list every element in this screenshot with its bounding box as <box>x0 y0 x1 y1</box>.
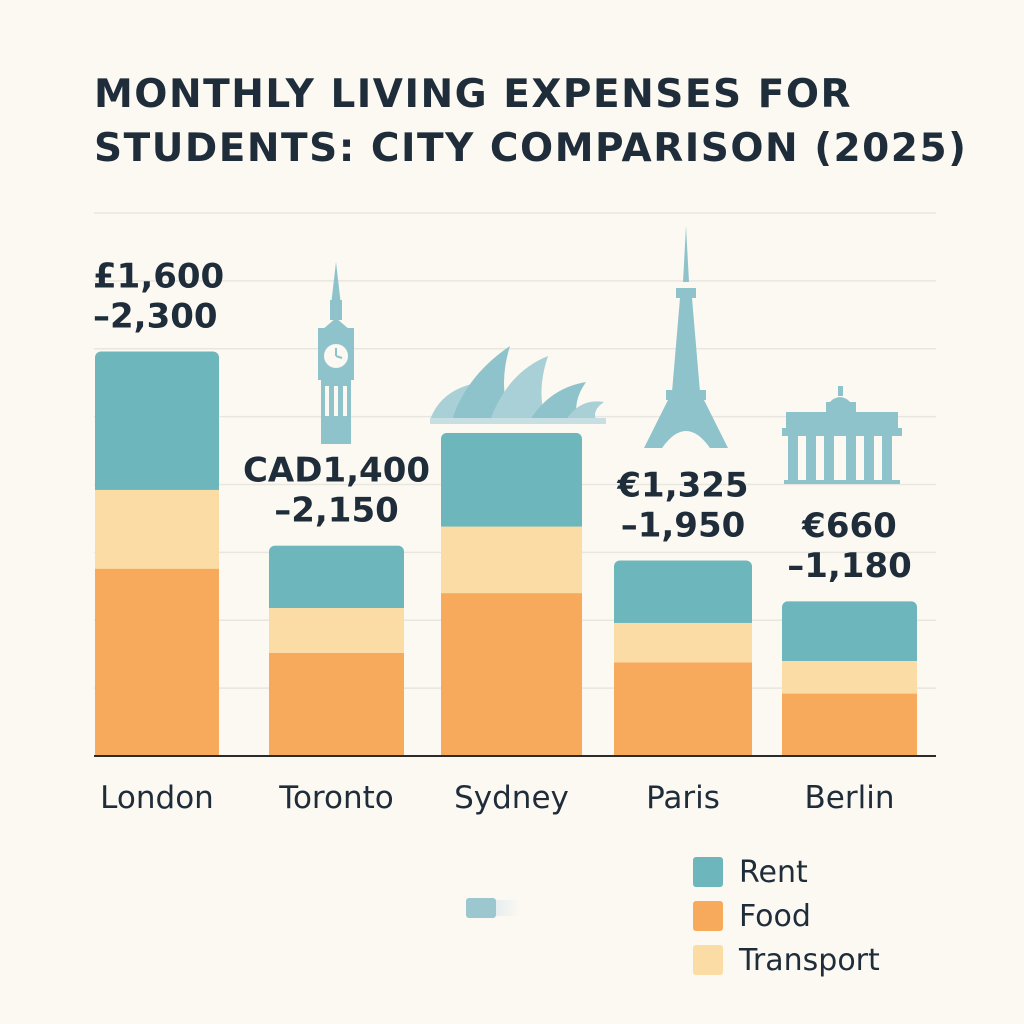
legend-swatch-food <box>693 901 723 931</box>
bar-toronto-food <box>269 652 404 756</box>
legend-label-transport: Transport <box>739 942 880 978</box>
bar-paris-food <box>614 662 752 756</box>
tick-label-berlin: Berlin <box>805 780 895 816</box>
brandenburg-gate-icon <box>782 386 902 484</box>
bar-sydney-rent <box>441 432 582 527</box>
bar-toronto-transport <box>269 608 404 653</box>
legend-item-transport: Transport <box>693 938 880 982</box>
bar-paris-transport <box>614 622 752 663</box>
big-ben-icon <box>318 262 354 444</box>
data-label-toronto-line-2: –2,150 <box>274 491 399 531</box>
data-label-paris-line-2: –1,950 <box>621 506 746 546</box>
tick-label-london: London <box>100 780 214 816</box>
chart-title-line-2: STUDENTS: CITY COMPARISON (2025) <box>94 126 968 171</box>
tick-label-sydney: Sydney <box>454 780 569 816</box>
bar-sydney-transport <box>441 526 582 594</box>
bar-paris-rent <box>614 560 752 623</box>
legend-swatch-transport <box>693 945 723 975</box>
bar-sydney-food <box>441 593 582 756</box>
bar-berlin-rent <box>782 601 917 661</box>
bar-berlin-transport <box>782 660 917 694</box>
data-label-london-line-2: –2,300 <box>93 296 218 336</box>
tick-label-paris: Paris <box>646 780 720 816</box>
chart-title-line-1: MONTHLY LIVING EXPENSES FOR <box>94 72 853 117</box>
bar-london-food <box>95 568 219 756</box>
data-label-berlin-line-1: €660 <box>801 506 897 546</box>
legend-label-rent: Rent <box>739 854 808 890</box>
bar-london-rent <box>95 351 219 490</box>
bar-london-transport <box>95 489 219 569</box>
data-label-berlin-line-2: –1,180 <box>787 546 912 586</box>
legend-item-rent: Rent <box>693 850 880 894</box>
data-label-london-line-1: £1,600 <box>93 256 224 296</box>
bar-berlin-food <box>782 693 917 756</box>
chart-title: MONTHLY LIVING EXPENSES FOR STUDENTS: CI… <box>94 68 974 176</box>
legend-swatch-rent <box>693 857 723 887</box>
legend-item-food: Food <box>693 894 880 938</box>
stray-swatch-mark <box>466 898 520 918</box>
data-label-paris-line-1: €1,325 <box>616 466 748 506</box>
opera-house-icon <box>430 346 606 424</box>
legend: Rent Food Transport <box>693 850 880 982</box>
bar-toronto-rent <box>269 545 404 609</box>
data-label-toronto-line-1: CAD1,400 <box>243 451 430 491</box>
legend-label-food: Food <box>739 898 811 934</box>
tick-label-toronto: Toronto <box>278 780 393 816</box>
eiffel-tower-icon <box>644 226 728 448</box>
